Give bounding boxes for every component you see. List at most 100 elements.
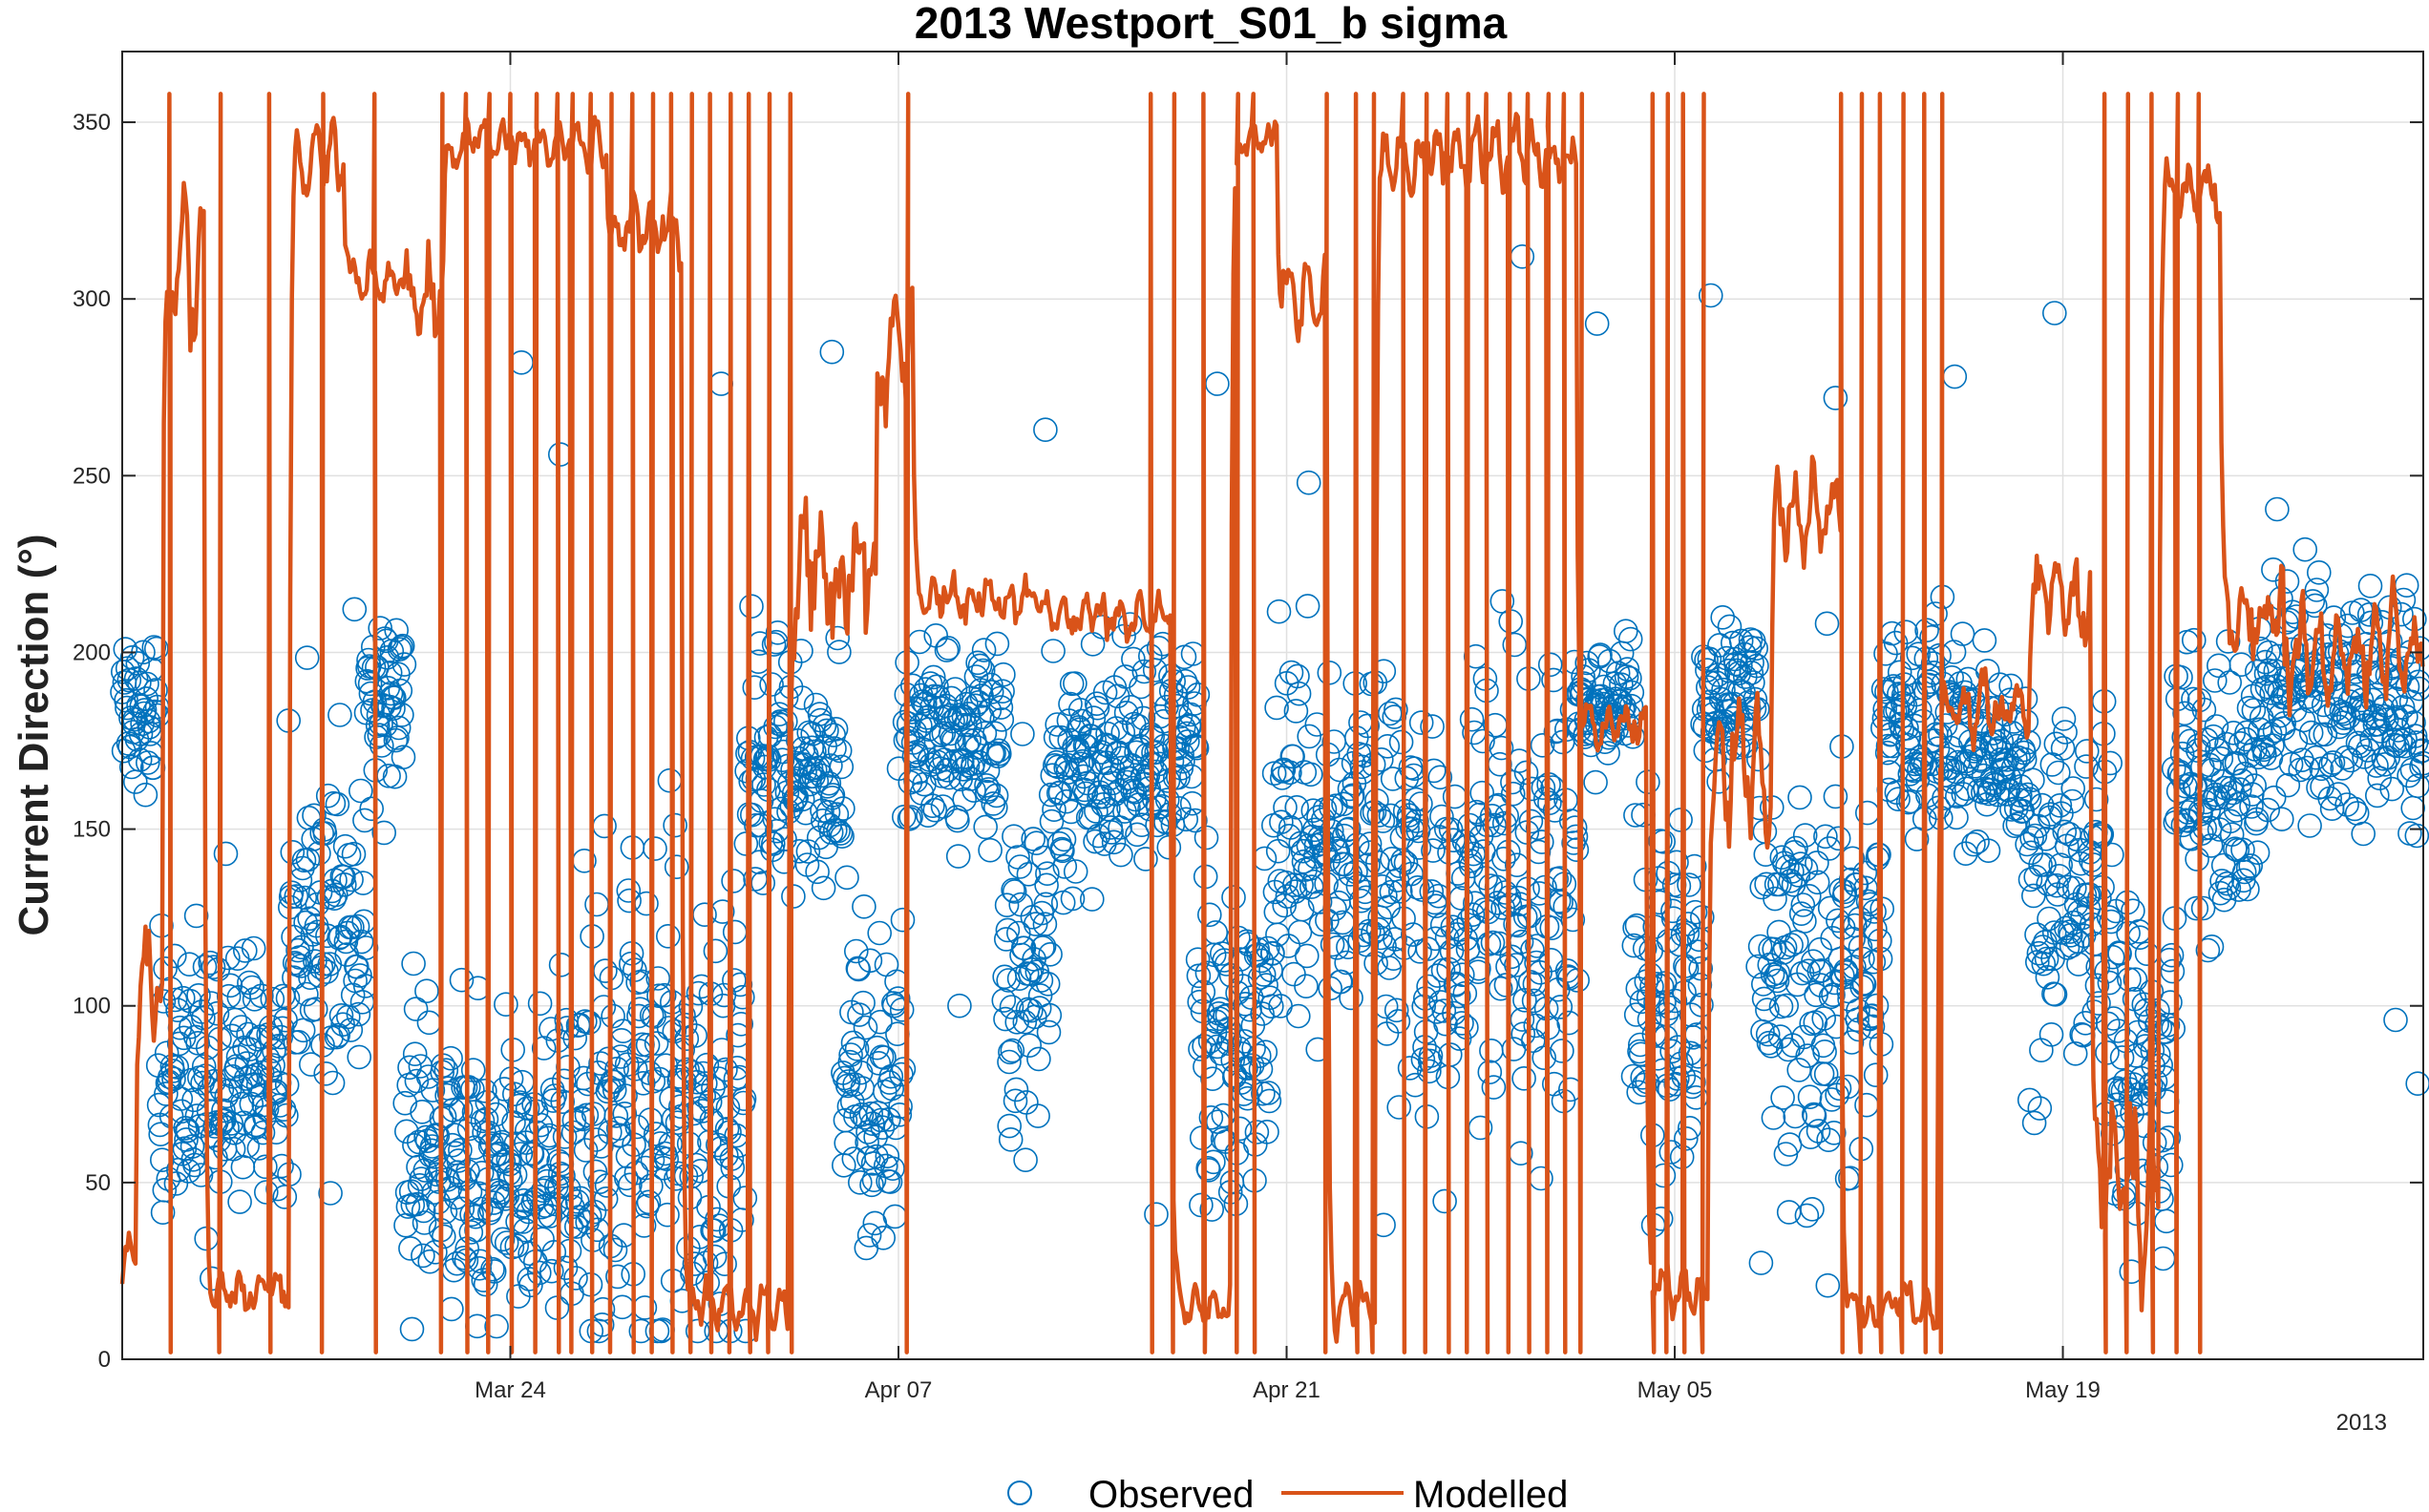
observed-point [1035,972,1061,997]
observed-point [124,726,150,752]
observed-point [2255,797,2280,823]
observed-point [2169,741,2195,766]
observed-point [460,1058,486,1082]
observed-point [2004,733,2030,759]
observed-point [811,875,836,901]
observed-point [2048,852,2073,878]
observed-point [2226,791,2250,817]
observed-point [2064,827,2090,852]
observed-point [2228,777,2252,802]
observed-point [2012,740,2037,766]
observed-point [1063,859,1088,884]
observed-point [302,803,327,829]
observed-point [1427,765,1453,790]
observed-point [2241,698,2267,723]
observed-point [1764,964,1788,990]
observed-point [1196,1158,1221,1183]
observed-point [1421,838,1446,863]
observed-point [227,1189,252,1214]
observed-point [1101,830,1127,855]
observed-point [2238,853,2263,878]
observed-point [1086,823,1111,849]
observed-point [573,1138,599,1163]
observed-point [2253,661,2279,686]
observed-point [2282,698,2308,723]
observed-point [1518,808,1544,834]
observed-point [390,633,415,659]
observed-point [141,635,167,660]
observed-point [142,699,167,724]
observed-point [1596,648,1622,674]
observed-point [1751,986,1777,1012]
observed-point [2168,664,2193,690]
observed-point [2075,739,2100,764]
observed-point [2109,1045,2135,1070]
observed-point [1189,1192,1214,1218]
observed-point [1266,598,1292,624]
observed-point [574,1102,600,1128]
observed-point [1409,877,1435,902]
observed-point [1480,930,1506,956]
observed-point [1677,872,1701,897]
observed-point [1116,795,1141,821]
observed-point [188,1163,214,1187]
observed-point [1039,808,1065,834]
observed-point [973,814,998,840]
observed-point [1028,968,1054,993]
observed-point [1792,909,1817,934]
observed-point [888,1094,913,1119]
observed-point [2292,536,2317,562]
observed-point [613,1083,638,1108]
observed-point [1469,780,1494,806]
observed-point [2203,782,2228,808]
observed-point [2349,687,2375,713]
observed-point [1756,1030,1782,1056]
observed-point [1383,998,1409,1023]
observed-point [501,1082,527,1106]
observed-point [1383,927,1407,952]
observed-point [531,1036,557,1060]
observed-point [583,1127,609,1152]
observed-point [2275,772,2301,798]
observed-point [1787,785,1812,810]
observed-point [827,640,852,664]
observed-point [239,1091,264,1117]
observed-point [1260,940,1285,966]
observed-point [815,799,841,825]
observed-point [593,1186,619,1211]
observed-point [1748,1250,1774,1275]
observed-point [1071,764,1096,789]
observed-point [473,1271,498,1297]
observed-point [154,1082,179,1106]
observed-point [232,938,258,963]
observed-point [315,923,340,949]
observed-point [957,727,982,753]
observed-point [2084,973,2110,998]
observed-point [1779,933,1804,957]
observed-point [1294,974,1319,998]
observed-point [1851,972,1877,997]
observed-point [814,718,839,744]
observed-point [1090,791,1115,817]
observed-point [1006,966,1032,991]
observed-point [1806,1119,1831,1144]
observed-point [260,986,285,1012]
observed-point [2228,652,2254,678]
observed-point [1697,646,1722,672]
observed-point [543,1191,568,1217]
observed-point [261,1053,285,1078]
observed-point [1815,1272,1841,1298]
observed-point [1513,760,1539,786]
observed-point [2022,823,2048,849]
observed-point [1741,670,1765,695]
observed-point [1038,941,1063,967]
observed-point [2017,1087,2042,1113]
observed-point [2409,754,2429,779]
observed-point [1895,789,1921,815]
observed-point [1299,762,1323,788]
observed-point [664,1166,688,1191]
observed-point [1977,777,2002,803]
observed-point [2357,573,2383,598]
observed-point [1320,932,1345,957]
observed-point [1088,780,1112,806]
